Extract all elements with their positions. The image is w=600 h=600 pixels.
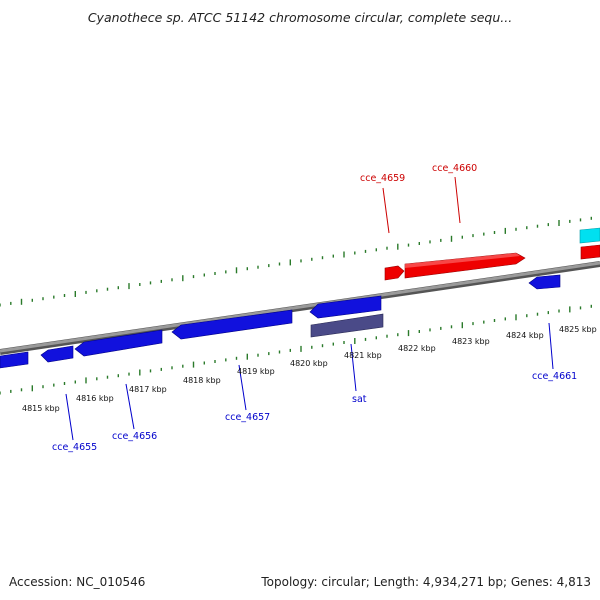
gene-cce-4657[interactable] [171,309,293,340]
gene-cce-4655[interactable] [40,345,74,363]
leader-cce-4661 [548,322,554,370]
map-title: Cyanothece sp. ATCC 51142 chromosome cir… [87,10,513,25]
leader-sat [350,343,357,392]
gene-right-forward[interactable] [580,244,600,260]
leader-cce-4660 [454,176,461,224]
kbp-label: 4815 kbp [22,404,60,413]
kbp-label: 4822 kbp [398,344,436,353]
label-sat[interactable]: sat [352,394,367,405]
lower-tick-track [0,304,592,395]
gene-other-right[interactable] [579,227,600,244]
leader-cce-4657 [238,364,247,411]
kbp-label: 4816 kbp [76,394,114,403]
accession-label: Accession: NC_010546 [9,575,146,589]
leader-cce-4656 [125,383,135,430]
gene-cce-4661[interactable] [528,274,561,290]
kbp-label: 4821 kbp [344,351,382,360]
upper-tick-track [0,216,592,307]
kbp-label: 4824 kbp [506,331,544,340]
kbp-label: 4819 kbp [237,367,275,376]
label-cce-4660[interactable]: cce_4660 [432,163,477,174]
gene-left-edge[interactable] [0,351,29,369]
label-cce-4659[interactable]: cce_4659 [360,173,405,184]
kbp-label: 4823 kbp [452,337,490,346]
kbp-label: 4820 kbp [290,359,328,368]
kbp-label: 4817 kbp [129,385,167,394]
gene-cce-4656[interactable] [74,329,163,357]
label-cce-4656[interactable]: cce_4656 [112,431,157,442]
leader-cce-4655 [65,393,74,441]
gene-cce-4659[interactable] [384,265,405,281]
gene-cce-4660[interactable] [404,252,526,279]
genome-summary: Topology: circular; Length: 4,934,271 bp… [261,575,591,589]
gene-before-sat[interactable] [309,295,382,319]
label-cce-4655[interactable]: cce_4655 [52,442,97,453]
kbp-label: 4818 kbp [183,376,221,385]
gene-cce-4660-highlight [405,253,520,268]
label-cce-4657[interactable]: cce_4657 [225,412,270,423]
leader-cce-4659 [382,187,390,234]
label-cce-4661[interactable]: cce_4661 [532,371,577,382]
gene-sat[interactable] [310,313,384,338]
chromosome-backbone-highlight [0,261,600,353]
kbp-label: 4825 kbp [559,325,597,334]
